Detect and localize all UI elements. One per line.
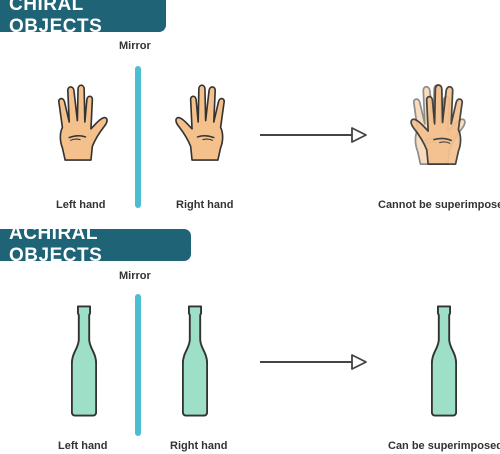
right-hand [174,84,226,162]
overlapping-hands [409,83,467,166]
left-bottle [71,305,97,417]
arrow-achiral [260,354,367,370]
chiral-result-caption: Cannot be superimposed [378,199,500,211]
chiral-left-caption: Left hand [56,199,106,211]
achiral-mirror [135,294,141,436]
achiral-left-caption: Left hand [58,440,108,452]
chiral-mirror-label: Mirror [119,40,151,52]
achiral-mirror-label: Mirror [119,270,151,282]
chiral-objects-header: CHIRAL OBJECTS [0,0,166,37]
left-hand [57,84,109,162]
achiral-title: ACHIRAL OBJECTS [9,223,103,266]
chiral-mirror [135,66,141,208]
chiral-right-caption: Right hand [176,199,234,211]
achiral-right-caption: Right hand [170,440,228,452]
achiral-objects-header: ACHIRAL OBJECTS [0,223,191,266]
chiral-title: CHIRAL OBJECTS [9,0,103,37]
achiral-result-caption: Can be superimposed [388,440,500,452]
right-bottle [182,305,208,417]
superimposed-bottle [431,305,457,417]
arrow-chiral [260,127,367,143]
